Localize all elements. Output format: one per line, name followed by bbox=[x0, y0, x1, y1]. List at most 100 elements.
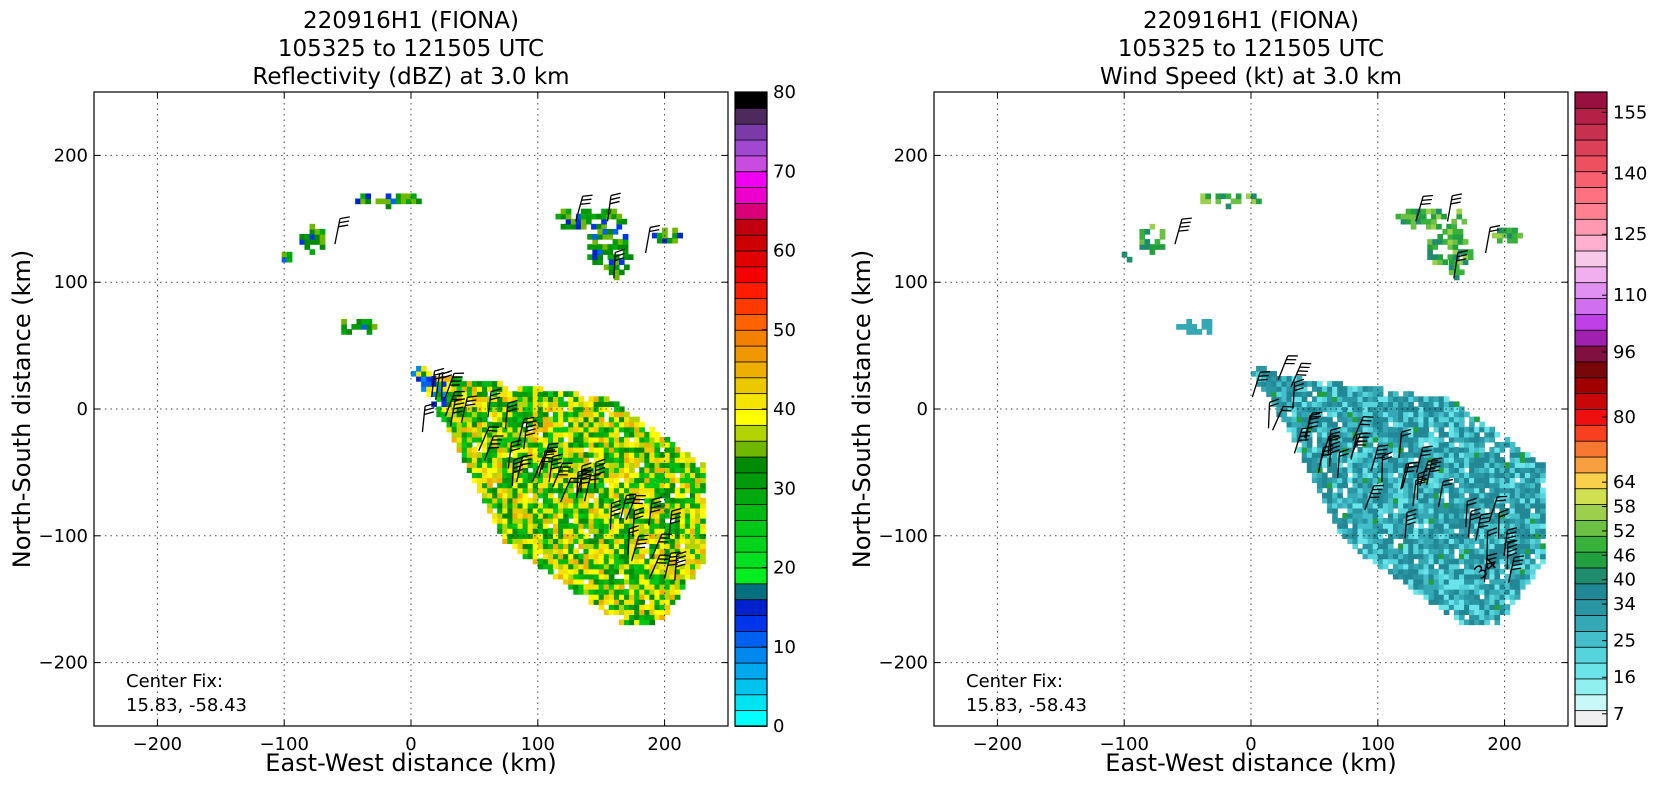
data-cell bbox=[695, 512, 701, 519]
data-cell bbox=[542, 518, 549, 524]
colorbar-swatch bbox=[734, 551, 768, 569]
data-cell bbox=[492, 457, 498, 463]
data-cell bbox=[1535, 487, 1541, 494]
data-cell bbox=[1393, 467, 1399, 473]
data-cell bbox=[1540, 558, 1546, 565]
data-cell bbox=[471, 436, 478, 443]
data-cell bbox=[542, 401, 549, 408]
data-cell bbox=[527, 538, 534, 545]
data-cell bbox=[1332, 391, 1338, 397]
data-cell bbox=[537, 477, 544, 484]
data-cell bbox=[588, 441, 595, 448]
data-cell bbox=[568, 568, 574, 575]
data-cell bbox=[674, 477, 681, 484]
data-cell bbox=[598, 502, 605, 509]
data-cell bbox=[624, 507, 630, 514]
data-cell bbox=[593, 482, 600, 489]
data-cell bbox=[1479, 452, 1485, 458]
data-cell bbox=[634, 431, 640, 438]
data-cell bbox=[1474, 589, 1480, 595]
data-cell bbox=[1514, 528, 1521, 534]
data-cell bbox=[1474, 487, 1480, 494]
data-cell bbox=[1443, 472, 1450, 479]
data-cell bbox=[1347, 528, 1354, 534]
data-cell bbox=[461, 411, 468, 418]
data-cell bbox=[1413, 553, 1419, 560]
data-cell bbox=[1215, 193, 1222, 200]
data-cell bbox=[1438, 447, 1445, 453]
data-cell bbox=[618, 538, 625, 545]
data-cell bbox=[1427, 254, 1433, 260]
data-cell bbox=[1398, 401, 1404, 408]
data-cell bbox=[416, 365, 422, 372]
data-cell bbox=[542, 553, 549, 560]
data-cell bbox=[684, 482, 691, 489]
data-cell bbox=[563, 447, 569, 453]
data-cell bbox=[1367, 386, 1374, 392]
data-cell bbox=[644, 558, 650, 565]
data-cell bbox=[1443, 507, 1450, 514]
colorbar-tick-label: 0 bbox=[773, 716, 784, 737]
data-cell bbox=[286, 251, 293, 258]
data-cell bbox=[603, 609, 610, 616]
data-cell bbox=[487, 381, 493, 387]
data-cell bbox=[542, 467, 549, 473]
data-cell bbox=[1453, 452, 1460, 458]
data-cell bbox=[583, 441, 590, 448]
data-cell bbox=[1322, 431, 1328, 438]
data-cell bbox=[502, 482, 508, 489]
data-cell bbox=[547, 528, 554, 534]
data-cell bbox=[568, 553, 574, 560]
wind-barb bbox=[444, 372, 465, 399]
colorbar-swatch bbox=[1574, 582, 1608, 601]
data-cell bbox=[1408, 518, 1414, 524]
data-cell bbox=[679, 512, 686, 519]
data-cell bbox=[659, 507, 666, 514]
data-cell bbox=[659, 528, 666, 534]
data-cell bbox=[1357, 533, 1364, 539]
data-cell bbox=[1428, 467, 1435, 473]
data-cell bbox=[677, 232, 683, 239]
data-cell bbox=[634, 548, 640, 555]
data-cell bbox=[537, 512, 544, 519]
data-cell bbox=[1442, 228, 1449, 235]
data-cell bbox=[634, 441, 640, 448]
data-cell bbox=[309, 234, 316, 240]
data-cell bbox=[1453, 401, 1460, 408]
data-cell bbox=[664, 568, 671, 575]
data-cell bbox=[1357, 411, 1364, 418]
data-cell bbox=[547, 472, 554, 479]
data-cell bbox=[1306, 457, 1313, 463]
data-cell bbox=[1499, 482, 1506, 489]
data-cell bbox=[1535, 553, 1541, 560]
data-cell bbox=[1387, 441, 1394, 448]
data-cell bbox=[644, 477, 650, 484]
data-cell bbox=[1362, 401, 1369, 408]
data-cell bbox=[517, 548, 524, 555]
data-cell bbox=[507, 477, 514, 484]
data-cell bbox=[679, 452, 686, 458]
data-cell bbox=[476, 482, 483, 489]
data-cell bbox=[487, 426, 493, 433]
data-cell bbox=[1464, 528, 1470, 534]
data-cell bbox=[1408, 492, 1414, 499]
data-cell bbox=[1452, 239, 1459, 245]
data-cell bbox=[558, 523, 564, 529]
data-cell bbox=[1393, 482, 1399, 489]
data-cell bbox=[1464, 548, 1470, 555]
data-cell bbox=[400, 193, 407, 200]
data-cell bbox=[622, 234, 629, 240]
wind-barb bbox=[609, 499, 622, 530]
data-cell bbox=[1342, 426, 1348, 433]
data-cell bbox=[1418, 578, 1425, 585]
colorbar-swatch bbox=[734, 662, 768, 680]
data-cell bbox=[532, 441, 539, 448]
data-cell bbox=[517, 492, 524, 499]
data-cell bbox=[553, 436, 559, 443]
data-cell bbox=[416, 376, 422, 382]
data-cell bbox=[532, 502, 539, 509]
data-cell bbox=[1377, 462, 1384, 468]
data-cell bbox=[634, 558, 640, 565]
wind-barb bbox=[1415, 445, 1433, 473]
data-cell bbox=[1393, 528, 1399, 534]
